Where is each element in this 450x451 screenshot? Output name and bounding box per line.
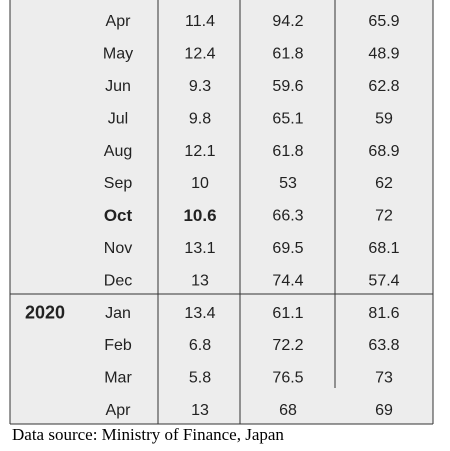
value-cell: 13 <box>191 272 209 289</box>
value-cell: 69.5 <box>272 240 303 257</box>
value-cell: 63.8 <box>368 337 399 354</box>
value-cell: 61.8 <box>272 143 303 160</box>
value-cell: 94.2 <box>272 13 303 30</box>
value-cell: 10 <box>191 175 209 192</box>
value-cell: 10.6 <box>183 206 216 225</box>
value-cell: 76.5 <box>272 370 303 387</box>
value-cell: 81.6 <box>368 305 399 322</box>
value-cell: 12.1 <box>184 143 215 160</box>
value-cell: 5.8 <box>189 370 211 387</box>
value-cell: 62.8 <box>368 78 399 95</box>
value-cell: 11.4 <box>185 13 215 30</box>
value-cell: 68.9 <box>368 143 399 160</box>
value-cell: 62 <box>375 175 393 192</box>
value-cell: 57.4 <box>368 272 399 289</box>
month-cell: Jun <box>105 78 131 95</box>
value-cell: 72 <box>375 208 393 225</box>
month-cell: Apr <box>106 13 132 30</box>
value-cell: 48.9 <box>368 46 399 63</box>
value-cell: 68.1 <box>368 240 399 257</box>
value-cell: 59 <box>375 110 393 127</box>
value-cell: 73 <box>375 370 393 387</box>
value-cell: 65.1 <box>272 110 303 127</box>
value-cell: 69 <box>375 402 393 419</box>
month-cell: Jul <box>108 110 128 127</box>
month-cell: Dec <box>104 272 132 289</box>
value-cell: 9.8 <box>189 110 211 127</box>
value-cell: 6.8 <box>189 337 211 354</box>
month-cell: Feb <box>104 337 132 354</box>
month-cell: Mar <box>104 370 132 387</box>
month-cell: May <box>103 46 133 63</box>
value-cell: 59.6 <box>272 78 303 95</box>
value-cell: 53 <box>279 175 297 192</box>
value-cell: 13.1 <box>184 240 215 257</box>
value-cell: 65.9 <box>368 13 399 30</box>
value-cell: 61.1 <box>272 305 303 322</box>
month-cell: Apr <box>106 402 132 419</box>
month-cell: Oct <box>104 206 133 225</box>
value-cell: 66.3 <box>272 208 303 225</box>
value-cell: 9.3 <box>189 78 211 95</box>
value-cell: 74.4 <box>272 272 303 289</box>
value-cell: 68 <box>279 402 297 419</box>
value-cell: 13.4 <box>184 305 215 322</box>
month-cell: Sep <box>104 175 133 192</box>
month-cell: Aug <box>104 143 132 160</box>
value-cell: 61.8 <box>272 46 303 63</box>
month-cell: Nov <box>104 240 132 257</box>
value-cell: 12.4 <box>184 46 215 63</box>
month-cell: Jan <box>105 305 131 322</box>
value-cell: 72.2 <box>272 337 303 354</box>
value-cell: 13 <box>191 402 209 419</box>
year-cell: 2020 <box>25 302 65 322</box>
data-source: Data source: Ministry of Finance, Japan <box>12 425 284 444</box>
table-background <box>10 0 433 424</box>
